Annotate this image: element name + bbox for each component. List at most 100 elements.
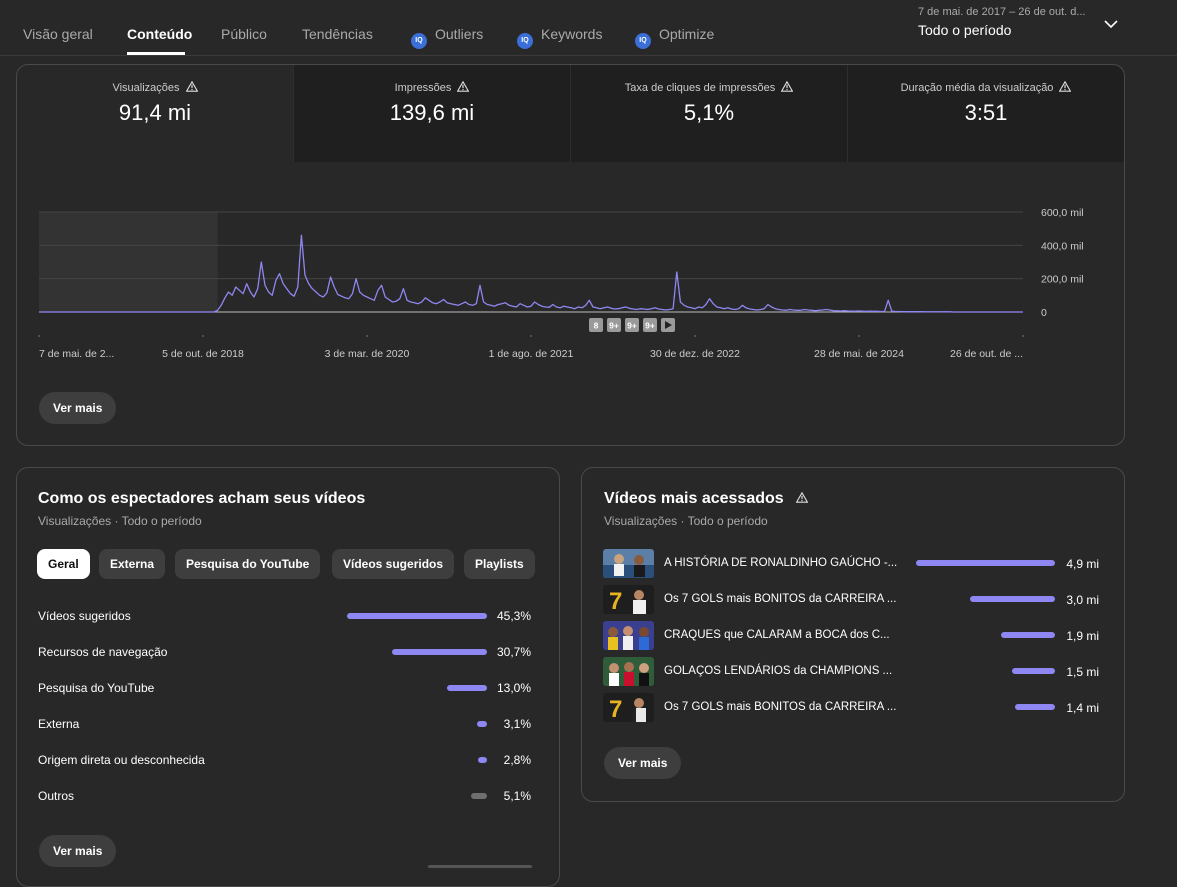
metric-avg-duration-label: Duração média da visualização [900,82,1054,94]
event-marker [589,318,603,332]
top-videos-subtitle: Visualizações · Todo o período [604,514,768,528]
video-row[interactable]: 7 Os 7 GOLS mais BONITOS da CARREIRA ...… [603,585,1099,615]
views-series-line [39,234,1023,313]
overview-card: Visualizações 91,4 mi Impressões 139,6 m… [16,64,1125,446]
traffic-sources-card: Como os espectadores acham seus vídeos V… [16,467,560,887]
video-title: GOLAÇOS LENDÁRIOS da CHAMPIONS ... [664,665,893,677]
no-data-region [39,212,218,312]
event-marker [607,318,621,332]
video-row[interactable]: 7 Os 7 GOLS mais BONITOS da CARREIRA ...… [603,693,1099,723]
tab-overview[interactable]: Visão geral [23,26,93,42]
metric-views[interactable]: Visualizações 91,4 mi [17,65,294,162]
source-row[interactable]: Vídeos sugeridos 45,3% [38,607,531,627]
chip-youtube-search[interactable]: Pesquisa do YouTube [175,549,321,579]
metric-impressions[interactable]: Impressões 139,6 mi [294,65,571,162]
y-tick-label: 0 [1041,307,1047,319]
chip-external[interactable]: Externa [99,549,166,579]
video-title: A HISTÓRIA DE RONALDINHO GAÚCHO -... [664,557,898,569]
video-views-bar [1012,668,1055,674]
source-row[interactable]: Outros 5,1% [38,787,531,807]
y-tick-label: 200,0 mil [1041,274,1084,286]
warning-icon [457,81,470,92]
source-row[interactable]: Pesquisa do YouTube 13,0% [38,679,531,699]
video-views-value: 1,4 mi [1066,701,1099,715]
top-videos-title-text: Vídeos mais acessados [604,490,784,507]
chip-overall[interactable]: Geral [37,549,90,579]
video-views-value: 4,9 mi [1066,557,1099,571]
metric-views-value: 91,4 mi [118,100,192,125]
source-value: 45,3% [496,609,531,623]
tab-content[interactable]: Conteúdo [127,26,193,42]
traffic-sources-subtitle: Visualizações · Todo o período [38,514,202,528]
traffic-sources-title: Como os espectadores acham seus vídeos [38,490,366,507]
metric-views-label: Visualizações [112,82,180,94]
chevron-down-icon[interactable] [1101,14,1121,34]
warning-icon [781,81,794,92]
metric-avg-duration[interactable]: Duração média da visualização 3:51 [848,65,1124,162]
x-tick-label: 5 de out. de 2018 [162,348,244,360]
period-selector[interactable]: Todo o período [918,22,1012,38]
video-views-bar [916,560,1055,566]
x-tick-label: 7 de mai. de 2... [39,348,114,360]
chip-suggested-videos[interactable]: Vídeos sugeridos [332,549,455,579]
extension-badge-icon: IQ [517,33,533,49]
x-tick-label: 3 de mar. de 2020 [325,348,410,360]
source-bar [446,685,487,691]
tab-outliers[interactable]: IQ Outliers [411,26,483,49]
x-tick-label: 30 de dez. de 2022 [650,348,740,360]
source-label: Outros [38,789,75,803]
video-row[interactable]: A HISTÓRIA DE RONALDINHO GAÚCHO -... 4,9… [603,549,1099,579]
source-row[interactable]: Recursos de navegação 30,7% [38,643,531,663]
event-marker [625,318,639,332]
source-bar [478,757,487,763]
video-thumbnail: 7 [603,585,654,614]
metric-ctr[interactable]: Taxa de cliques de impressões 5,1% [571,65,848,162]
overview-see-more-button[interactable]: Ver mais [39,392,117,424]
extension-badge-icon: IQ [635,33,651,49]
video-views-value: 3,0 mi [1066,593,1099,607]
top-videos-title: Vídeos mais acessados [604,490,808,508]
video-title: Os 7 GOLS mais BONITOS da CARREIRA ... [664,593,897,605]
source-bar [477,721,487,727]
metric-ctr-value: 5,1% [683,100,735,125]
tab-keywords[interactable]: IQ Keywords [517,26,602,49]
source-row[interactable]: Externa 3,1% [38,715,531,735]
source-label: Vídeos sugeridos [38,609,131,623]
source-label: Recursos de navegação [38,645,168,659]
video-views-bar [969,596,1055,602]
video-row[interactable]: GOLAÇOS LENDÁRIOS da CHAMPIONS ... 1,5 m… [603,657,1099,687]
top-videos-see-more-button[interactable]: Ver mais [604,747,682,779]
video-title: CRAQUES que CALARAM a BOCA dos C... [664,629,890,641]
event-marker-label: 9+ [609,321,619,331]
tab-audience[interactable]: Público [221,26,267,42]
views-line-chart[interactable]: 0 200,0 mil 400,0 mil 600,0 mil 8 9+ 9+ 9+ 7 de … [17,162,1124,367]
video-thumbnail: 7 [603,693,654,722]
metric-label: Impressões [294,81,570,94]
video-views-value: 1,5 mi [1066,665,1099,679]
video-views-value: 1,9 mi [1066,629,1099,643]
metric-tabs: Visualizações 91,4 mi Impressões 139,6 m… [17,65,1124,162]
extension-badge-icon: IQ [411,33,427,49]
y-tick-label: 600,0 mil [1041,207,1084,219]
metric-impressions-label: Impressões [394,82,452,94]
source-bar [392,649,487,655]
metric-impressions-value: 139,6 mi [389,100,475,125]
source-label: Origem direta ou desconhecida [38,753,205,767]
sources-see-more-button[interactable]: Ver mais [39,835,117,867]
y-tick-label: 400,0 mil [1041,240,1084,252]
chip-playlists[interactable]: Playlists [464,549,535,579]
period-range[interactable]: 7 de mai. de 2017 – 26 de out. d... [918,6,1086,18]
warning-icon [1059,81,1072,92]
source-bar [471,793,487,799]
warning-icon [185,81,198,92]
source-row[interactable]: Origem direta ou desconhecida 2,8% [38,751,531,771]
scroll-indicator [428,865,532,868]
event-marker-label: 9+ [627,321,637,331]
video-views-bar [1001,632,1055,638]
source-label: Externa [38,717,80,731]
tab-optimize[interactable]: IQ Optimize [635,26,714,49]
tab-trends[interactable]: Tendências [302,26,373,42]
video-thumbnail [603,549,654,578]
metric-ctr-label: Taxa de cliques de impressões [624,82,776,94]
video-row[interactable]: CRAQUES que CALARAM a BOCA dos C... 1,9 … [603,621,1099,651]
